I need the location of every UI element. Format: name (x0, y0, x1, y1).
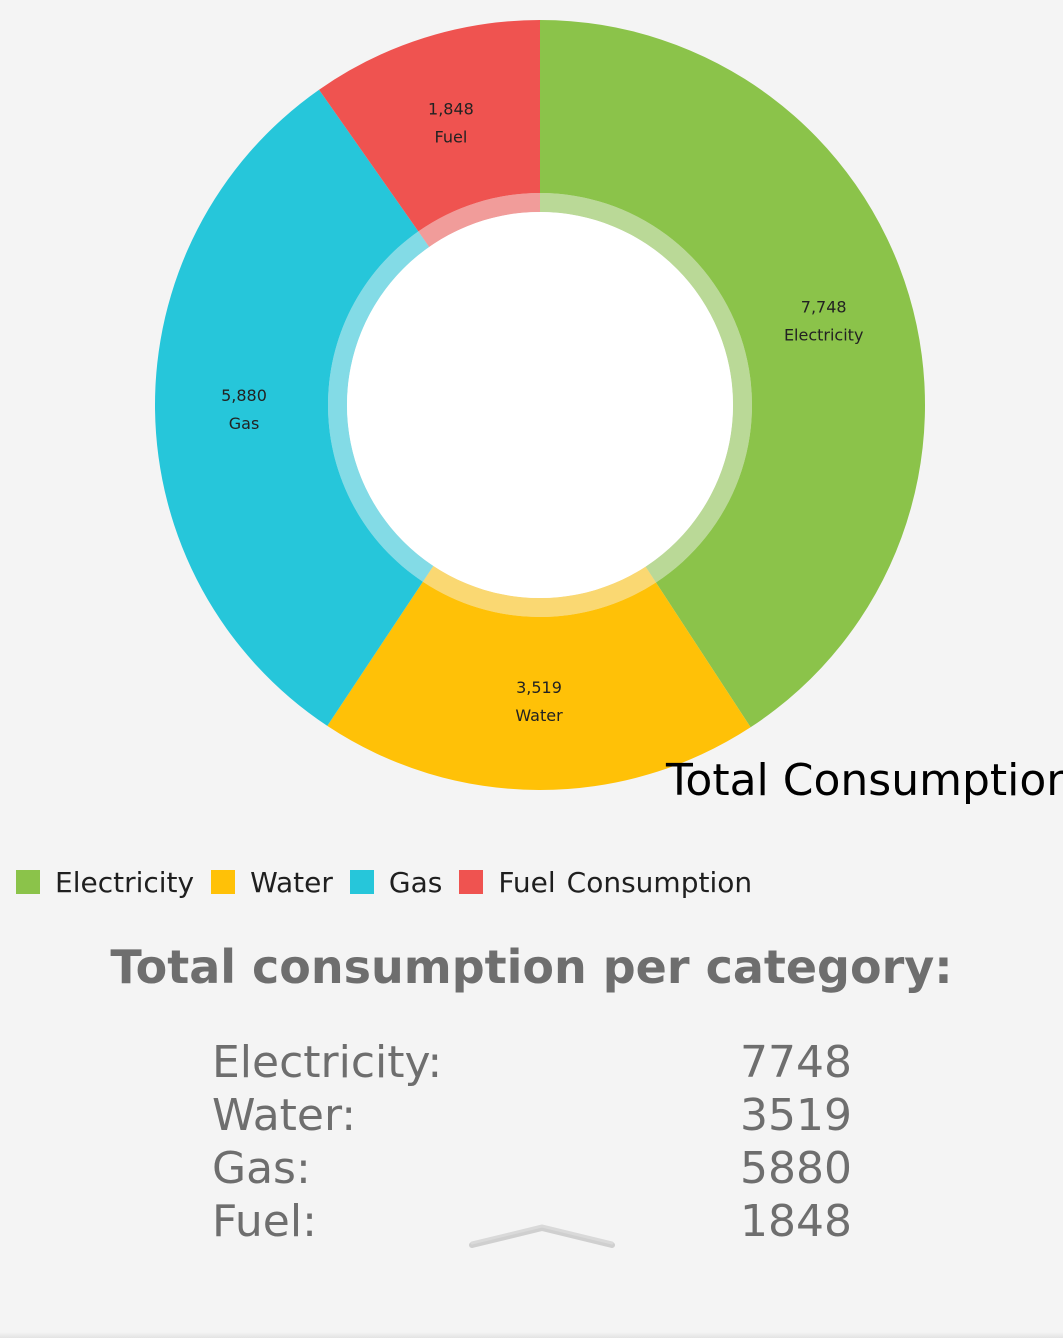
slice-inner-fuel (418, 193, 540, 247)
summary-list: Electricity: 7748 Water: 3519 Gas: 5880 … (212, 1036, 852, 1248)
summary-title: Total consumption per category: (110, 940, 953, 994)
slice-value-label-gas: 5,880 (221, 386, 267, 405)
slice-fuel[interactable] (319, 20, 540, 232)
slice-water[interactable] (327, 581, 751, 790)
slice-value-label-fuel: 1,848 (428, 100, 474, 119)
legend-swatch-fuel (459, 870, 484, 894)
legend-label-gas: Gas (388, 865, 443, 899)
chevron-up-icon-graphic (469, 1224, 615, 1248)
slice-electricity[interactable] (540, 20, 925, 728)
summary-label: Electricity: (212, 1037, 443, 1088)
slice-inner-electricity (540, 193, 753, 583)
slice-name-label-gas: Gas (229, 414, 260, 433)
summary-value: 5880 (740, 1143, 852, 1194)
donut-hole (347, 212, 733, 598)
summary-value: 3519 (740, 1090, 852, 1141)
summary-row-gas: Gas: 5880 (212, 1142, 852, 1195)
slice-value-label-electricity: 7,748 (801, 298, 847, 317)
legend-entry-water: Water (211, 866, 333, 899)
summary-label: Fuel: (212, 1196, 317, 1247)
legend-label-fuel: Fuel (498, 865, 556, 899)
chevron-up-icon[interactable] (468, 1222, 616, 1250)
legend-entry-electricity: Electricity (16, 866, 194, 899)
legend-description: Consumption (566, 865, 753, 899)
legend-swatch-electricity (16, 870, 40, 894)
summary-value: 1848 (740, 1196, 852, 1247)
legend-entry-gas: Gas (349, 865, 443, 899)
summary-label: Water: (212, 1090, 357, 1141)
legend-label-water: Water (250, 865, 333, 899)
donut-chart-svg: 7,748 Electricity 3,519 Water 5,880 Gas 1,848 F… (154, 20, 925, 790)
slice-gas[interactable] (154, 89, 423, 726)
donut-chart[interactable]: 7,748 Electricity 3,519 Water 5,880 Gas 1,848 F… (0, 0, 1063, 815)
summary-row-electricity: Electricity: 7748 (212, 1036, 852, 1089)
summary-value: 7748 (740, 1037, 852, 1088)
slice-name-label-fuel: Fuel (435, 128, 468, 147)
legend-swatch-gas (349, 870, 374, 894)
summary-label: Gas: (212, 1143, 311, 1194)
summary-row-fuel: Fuel: 1848 (212, 1195, 852, 1248)
bottom-divider (0, 1332, 1063, 1338)
slice-name-label-electricity: Electricity (784, 326, 863, 345)
chart-description: Total Consumption (666, 755, 1063, 806)
legend-swatch-water (211, 870, 236, 894)
legend-entry-fuel: Fuel (459, 865, 556, 899)
slice-value-label-water: 3,519 (516, 678, 562, 697)
summary-row-water: Water: 3519 (212, 1089, 852, 1142)
legend-label-electricity: Electricity (55, 865, 195, 899)
slice-name-label-water: Water (515, 706, 563, 725)
slice-inner-water (422, 565, 656, 617)
slice-inner-gas (327, 231, 434, 582)
chart-legend: Electricity Water Gas Fuel Consumption (16, 862, 752, 902)
